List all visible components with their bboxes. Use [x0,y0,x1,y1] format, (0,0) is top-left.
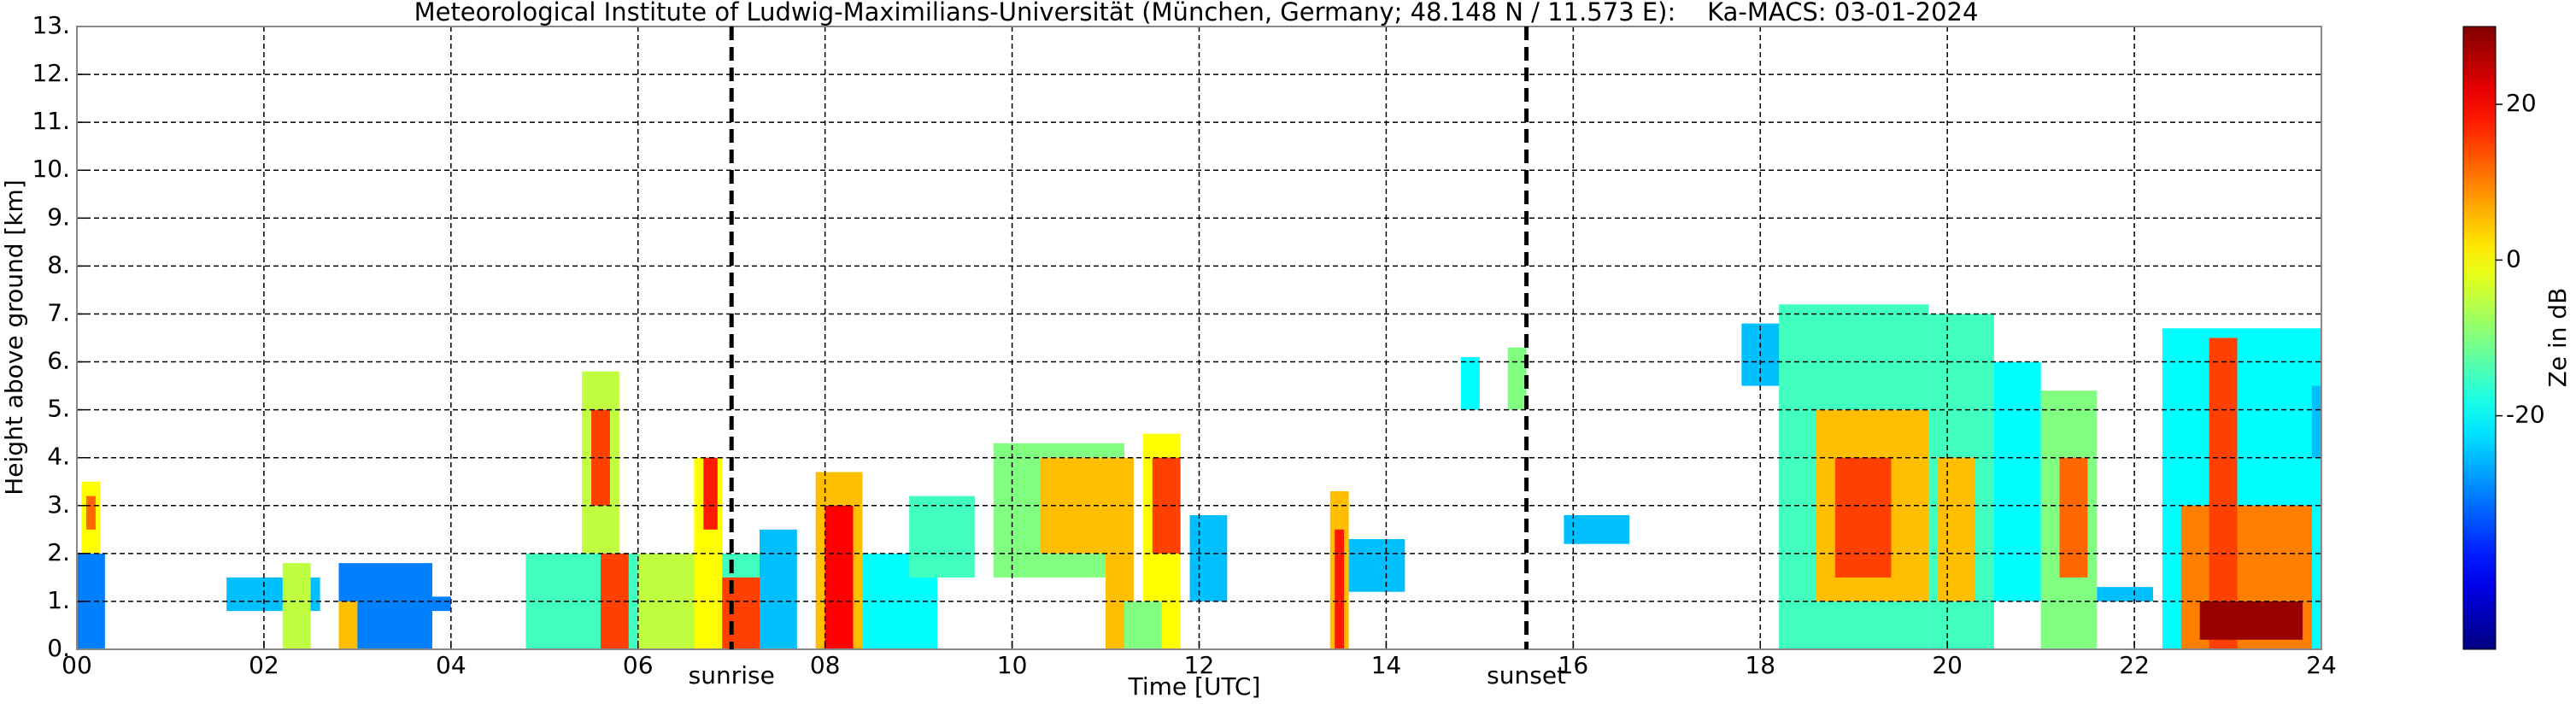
echo-cell [1189,514,1228,601]
echo-cell [1938,457,1976,601]
echo-cell [1507,347,1527,410]
y-tick-label: 6. [47,347,70,375]
y-tick-label: 7. [47,298,70,326]
echo-cell [1834,457,1892,578]
x-tick-label: 20 [1932,651,1963,679]
y-tick-label: 5. [47,395,70,423]
echo-cell [282,563,311,649]
y-tick-label: 11. [32,107,70,135]
echo-cell [2199,601,2303,640]
y-tick-label: 3. [47,490,70,519]
echo-cell [1348,539,1405,592]
x-tick-label: 08 [810,651,841,679]
echo-cell [1335,529,1345,649]
echo-cell [2312,385,2321,458]
x-tick-label: 02 [249,651,279,679]
echo-cell [760,529,797,649]
echo-cell [338,601,358,649]
chart-title: Meteorological Institute of Ludwig-Maxim… [414,0,1979,26]
x-tick-label: 04 [436,651,466,679]
y-axis-label: Height above ground [km] [0,179,28,496]
colorbar-label: Ze in dB [2544,288,2572,388]
y-tick-label: 0. [47,634,70,662]
y-tick-label: 10. [32,155,70,183]
colorbar [2462,26,2497,650]
echo-cell [1124,601,1162,649]
echo-cell [431,596,451,612]
event-label: sunrise [689,661,775,689]
echo-cell [1993,361,2041,601]
event-label: sunset [1487,661,1566,689]
echo-cell [1460,356,1480,410]
x-tick-label: 12 [1184,651,1215,679]
echo-cell [85,496,96,530]
echo-cell [722,577,760,649]
plot-frame [76,26,2322,650]
y-tick-label: 1. [47,586,70,614]
y-tick-label: 13. [32,11,70,39]
x-tick-label: 22 [2119,651,2150,679]
echo-cell [824,505,854,649]
y-tick-label: 12. [32,59,70,87]
x-tick-label: 00 [62,651,92,679]
echo-cell [2209,337,2238,649]
x-axis-label: Time [UTC] [1128,672,1261,701]
echo-cell [2059,457,2088,578]
x-tick-label: 24 [2306,651,2337,679]
x-tick-label: 10 [997,651,1028,679]
x-tick-label: 18 [1745,651,1775,679]
echo-cell [703,457,718,530]
colorbar-tick-label: 20 [2506,89,2537,117]
echo-cell [909,496,975,578]
y-tick-label: 2. [47,538,70,566]
y-tick-label: 8. [47,250,70,279]
colorbar-tick-label: 0 [2506,244,2521,273]
x-tick-label: 06 [623,651,654,679]
x-tick-label: 14 [1371,651,1402,679]
echo-cell [2097,587,2153,601]
y-tick-label: 4. [47,443,70,471]
echo-cell [1564,514,1630,544]
x-tick-label: 16 [1558,651,1589,679]
colorbar-tick-label: -20 [2506,401,2545,429]
y-tick-label: 9. [47,202,70,231]
